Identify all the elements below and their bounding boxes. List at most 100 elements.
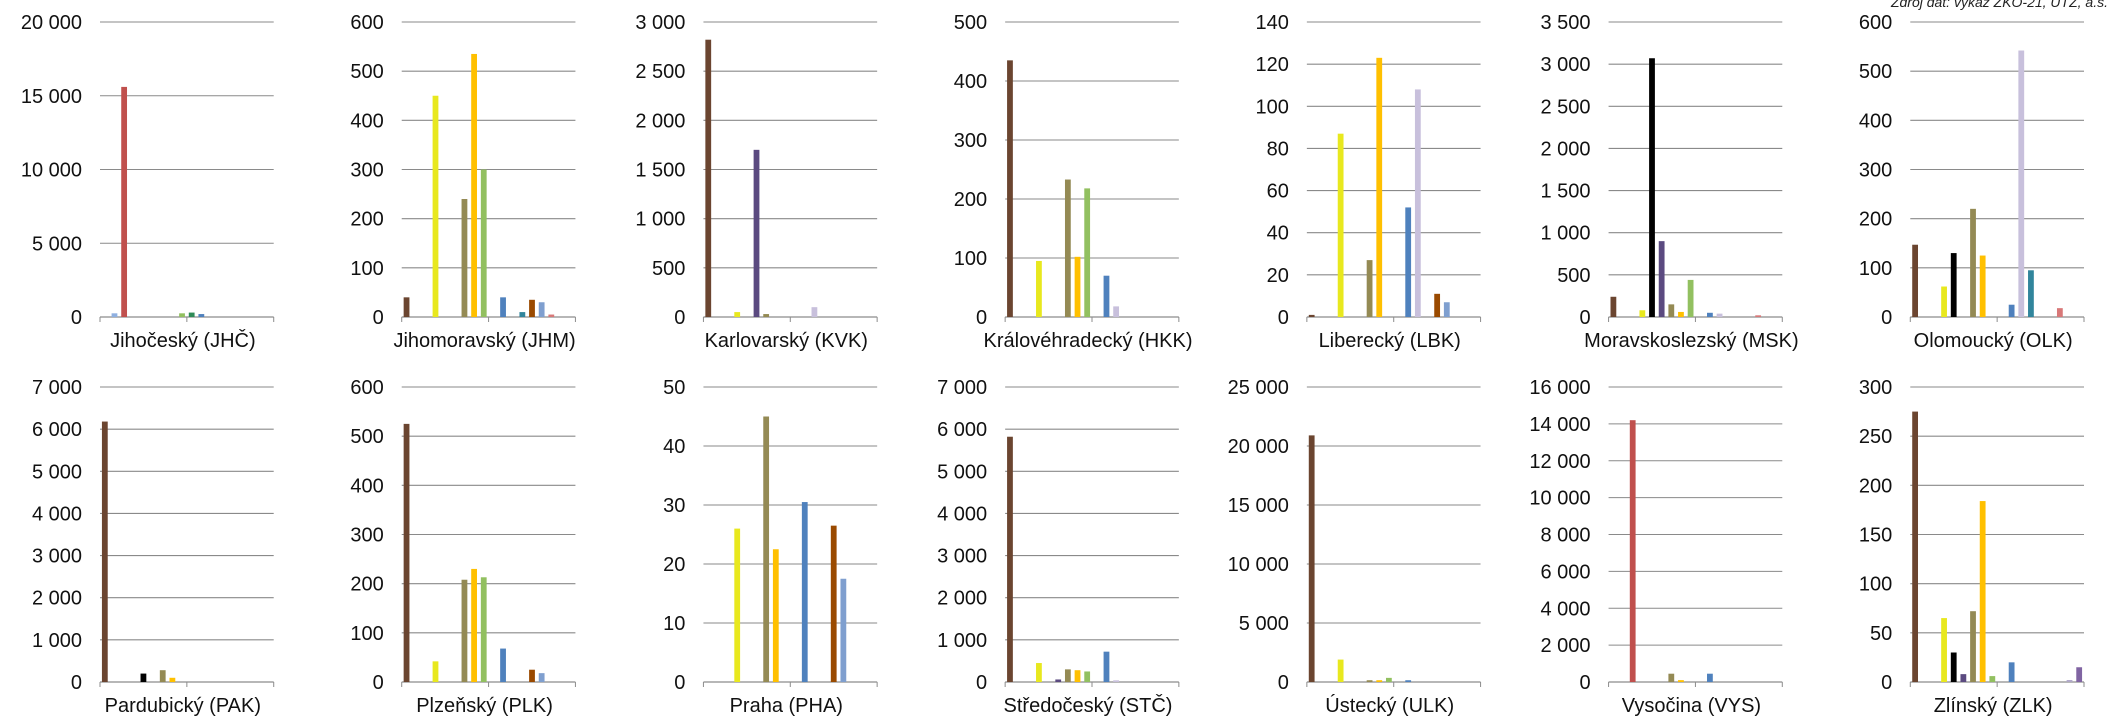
- bar: [1064, 669, 1071, 682]
- bar: [1639, 310, 1646, 317]
- bar: [811, 307, 818, 317]
- bar: [1434, 293, 1441, 317]
- y-tick-label: 0: [373, 307, 384, 329]
- chart-title: Královéhradecký (HKK): [984, 330, 1193, 352]
- y-tick-label: 0: [674, 672, 685, 694]
- bar: [111, 313, 118, 317]
- bar: [188, 312, 195, 317]
- bar: [169, 677, 176, 682]
- bar: [2076, 667, 2083, 682]
- y-tick-label: 200: [954, 189, 987, 211]
- y-tick-label: 400: [350, 475, 383, 497]
- y-tick-label: 300: [1859, 160, 1892, 182]
- bar: [801, 502, 808, 682]
- y-tick-label: 3 500: [1541, 12, 1591, 34]
- y-tick-label: 1 000: [1541, 223, 1591, 245]
- y-tick-label: 10 000: [21, 160, 82, 182]
- y-tick-label: 2 000: [1541, 138, 1591, 160]
- bar: [1376, 57, 1383, 317]
- chart-panel: 0 100 200 300 400 500 600 Plzeňský (PLK): [350, 377, 576, 717]
- bar: [1941, 618, 1947, 682]
- y-tick-label: 600: [350, 12, 383, 34]
- chart-title: Zlínský (ZLK): [1934, 695, 2053, 717]
- y-tick-label: 5 000: [32, 233, 82, 255]
- bar: [753, 149, 760, 317]
- bar: [1707, 673, 1713, 682]
- bar: [1103, 651, 1110, 682]
- bar: [461, 579, 468, 682]
- y-tick-label: 5 000: [1239, 613, 1289, 635]
- y-tick-label: 100: [1859, 574, 1892, 596]
- y-tick-label: 50: [1870, 623, 1892, 645]
- bar: [2066, 680, 2073, 682]
- y-tick-label: 3 000: [937, 546, 987, 568]
- chart-panel: 0 5 000 10 000 15 000 20 000 Jihočeský (JHČ): [21, 12, 275, 352]
- bar: [403, 423, 410, 682]
- y-tick-label: 3 000: [635, 12, 685, 34]
- bar: [538, 673, 545, 682]
- y-tick-label: 0: [71, 672, 82, 694]
- y-tick-label: 500: [1859, 61, 1892, 83]
- y-tick-label: 150: [1859, 525, 1892, 547]
- chart-title: Karlovarský (KVK): [705, 330, 868, 352]
- y-tick-label: 7 000: [32, 377, 82, 399]
- y-tick-label: 300: [350, 160, 383, 182]
- bar: [1074, 670, 1081, 682]
- y-tick-label: 100: [350, 623, 383, 645]
- bar: [830, 525, 837, 682]
- bar: [1376, 680, 1383, 682]
- bar: [1366, 680, 1373, 682]
- bar: [159, 670, 166, 682]
- bar: [538, 302, 545, 317]
- bar: [1960, 674, 1967, 682]
- chart-panel: 0 10 20 30 40 50 Praha (PHA): [663, 377, 878, 717]
- y-tick-label: 500: [350, 426, 383, 448]
- y-tick-label: 140: [1255, 12, 1288, 34]
- bar: [2008, 304, 2015, 317]
- y-tick-label: 0: [1278, 672, 1289, 694]
- bar: [1308, 314, 1315, 317]
- bar: [1912, 244, 1919, 317]
- bar: [179, 313, 185, 317]
- bar: [1950, 253, 1957, 317]
- bar: [1074, 256, 1081, 317]
- bar: [763, 416, 770, 682]
- y-tick-label: 250: [1859, 426, 1892, 448]
- y-tick-label: 600: [1859, 12, 1892, 34]
- y-tick-label: 1 000: [635, 209, 685, 231]
- bar: [1337, 133, 1344, 317]
- chart-title: Plzeňský (PLK): [416, 695, 553, 717]
- chart-title: Jihomoravský (JHM): [393, 330, 575, 352]
- y-tick-label: 10 000: [1228, 554, 1289, 576]
- y-tick-label: 6 000: [937, 419, 987, 441]
- chart-panel: 0 500 1 000 1 500 2 000 2 500 3 000 3 500 Moravs…: [1541, 12, 1799, 352]
- chart-title: Liberecký (LBK): [1319, 330, 1461, 352]
- bar: [529, 669, 535, 682]
- bar: [1678, 311, 1684, 317]
- y-tick-label: 120: [1255, 54, 1288, 76]
- y-tick-label: 15 000: [1228, 495, 1289, 517]
- bar: [1629, 420, 1636, 682]
- y-tick-label: 300: [350, 525, 383, 547]
- y-tick-label: 500: [652, 258, 685, 280]
- y-tick-label: 100: [350, 258, 383, 280]
- bar: [1668, 304, 1675, 317]
- y-tick-label: 400: [350, 110, 383, 132]
- y-tick-label: 4 000: [32, 503, 82, 525]
- y-tick-label: 10: [663, 613, 685, 635]
- bar: [1970, 208, 1976, 317]
- bar: [471, 53, 477, 317]
- y-tick-label: 4 000: [937, 503, 987, 525]
- bar: [1385, 677, 1392, 682]
- bar: [772, 549, 779, 682]
- bar: [1687, 279, 1694, 317]
- chart-panel: 0 100 200 300 400 500 600 Jihomoravský (JHM): [350, 12, 576, 352]
- bar: [1443, 302, 1450, 317]
- bar: [734, 312, 741, 317]
- bar: [1405, 680, 1412, 682]
- y-tick-label: 12 000: [1529, 451, 1590, 473]
- y-tick-label: 500: [350, 61, 383, 83]
- bar: [548, 314, 555, 317]
- bar: [1970, 611, 1976, 682]
- y-tick-label: 400: [954, 71, 987, 93]
